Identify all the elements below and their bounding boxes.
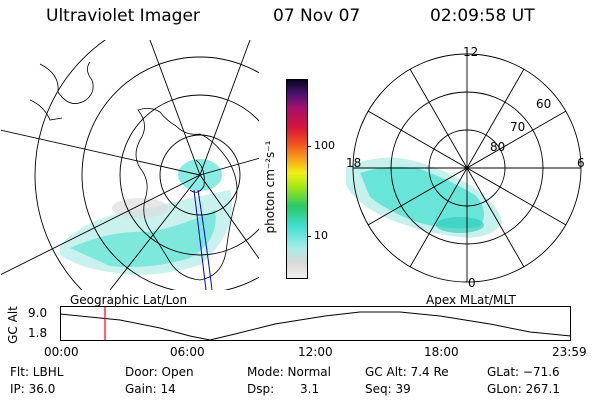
time-tick: 18:00 bbox=[424, 345, 459, 359]
instrument-title: Ultraviolet Imager bbox=[46, 6, 200, 26]
aurora-emission-polar bbox=[346, 157, 502, 238]
colorbar-tick-label: 100 bbox=[314, 139, 335, 152]
colorbar-tick-10 bbox=[307, 236, 311, 237]
gc-alt-info: GC Alt: 7.4 Re bbox=[365, 365, 449, 379]
geographic-caption: Geographic Lat/Lon bbox=[70, 293, 188, 307]
orbit-track bbox=[197, 189, 213, 290]
mlt-label-12: 12 bbox=[463, 45, 479, 59]
date-label: 07 Nov 07 bbox=[273, 6, 361, 26]
time-tick: 12:00 bbox=[298, 345, 333, 359]
altitude-ytick: 1.8 bbox=[28, 326, 48, 340]
time-tick: 00:00 bbox=[44, 345, 79, 359]
colorbar-unit-label: photon cm⁻²s⁻¹ bbox=[263, 140, 277, 234]
glat-info: GLat: −71.6 bbox=[487, 365, 560, 379]
latitude-circles bbox=[34, 40, 259, 290]
altitude-ytick: 9.0 bbox=[28, 306, 48, 320]
mlat-label-80: 80 bbox=[490, 140, 506, 154]
seq-info: Seq: 39 bbox=[365, 382, 411, 396]
gain-info: Gain: 14 bbox=[125, 382, 176, 396]
glon-info: GLon: 267.1 bbox=[487, 382, 560, 396]
mlt-label-0: 0 bbox=[468, 276, 476, 290]
mlat-label-60: 60 bbox=[536, 97, 552, 111]
colorbar bbox=[286, 79, 308, 279]
filter-info: Flt: LBHL bbox=[10, 365, 64, 379]
colorbar-tick-100 bbox=[307, 146, 311, 147]
mode-info: Mode: Normal bbox=[247, 365, 331, 379]
dsp-value: 3.1 bbox=[300, 382, 320, 396]
ip-info: IP: 36.0 bbox=[10, 382, 56, 396]
altitude-plot bbox=[60, 306, 572, 341]
mlt-label-18: 18 bbox=[346, 156, 362, 170]
dsp-label: Dsp: bbox=[247, 382, 275, 396]
altitude-axis-label: GC Alt bbox=[5, 306, 20, 344]
meridian-lines bbox=[1, 40, 259, 290]
geographic-map bbox=[1, 40, 259, 290]
apex-caption: Apex MLat/MLT bbox=[426, 293, 516, 307]
time-tick: 23:59 bbox=[552, 345, 587, 359]
time-tick: 06:00 bbox=[170, 345, 205, 359]
door-info: Door: Open bbox=[125, 365, 194, 379]
time-label: 02:09:58 UT bbox=[430, 6, 535, 26]
polar-mlt-plot bbox=[346, 53, 582, 283]
mlt-label-6: 6 bbox=[577, 156, 585, 170]
aurora-emission-geo bbox=[60, 159, 232, 275]
colorbar-tick-label: 10 bbox=[314, 229, 328, 242]
altitude-curve bbox=[60, 311, 572, 341]
mlat-label-70: 70 bbox=[510, 120, 526, 134]
